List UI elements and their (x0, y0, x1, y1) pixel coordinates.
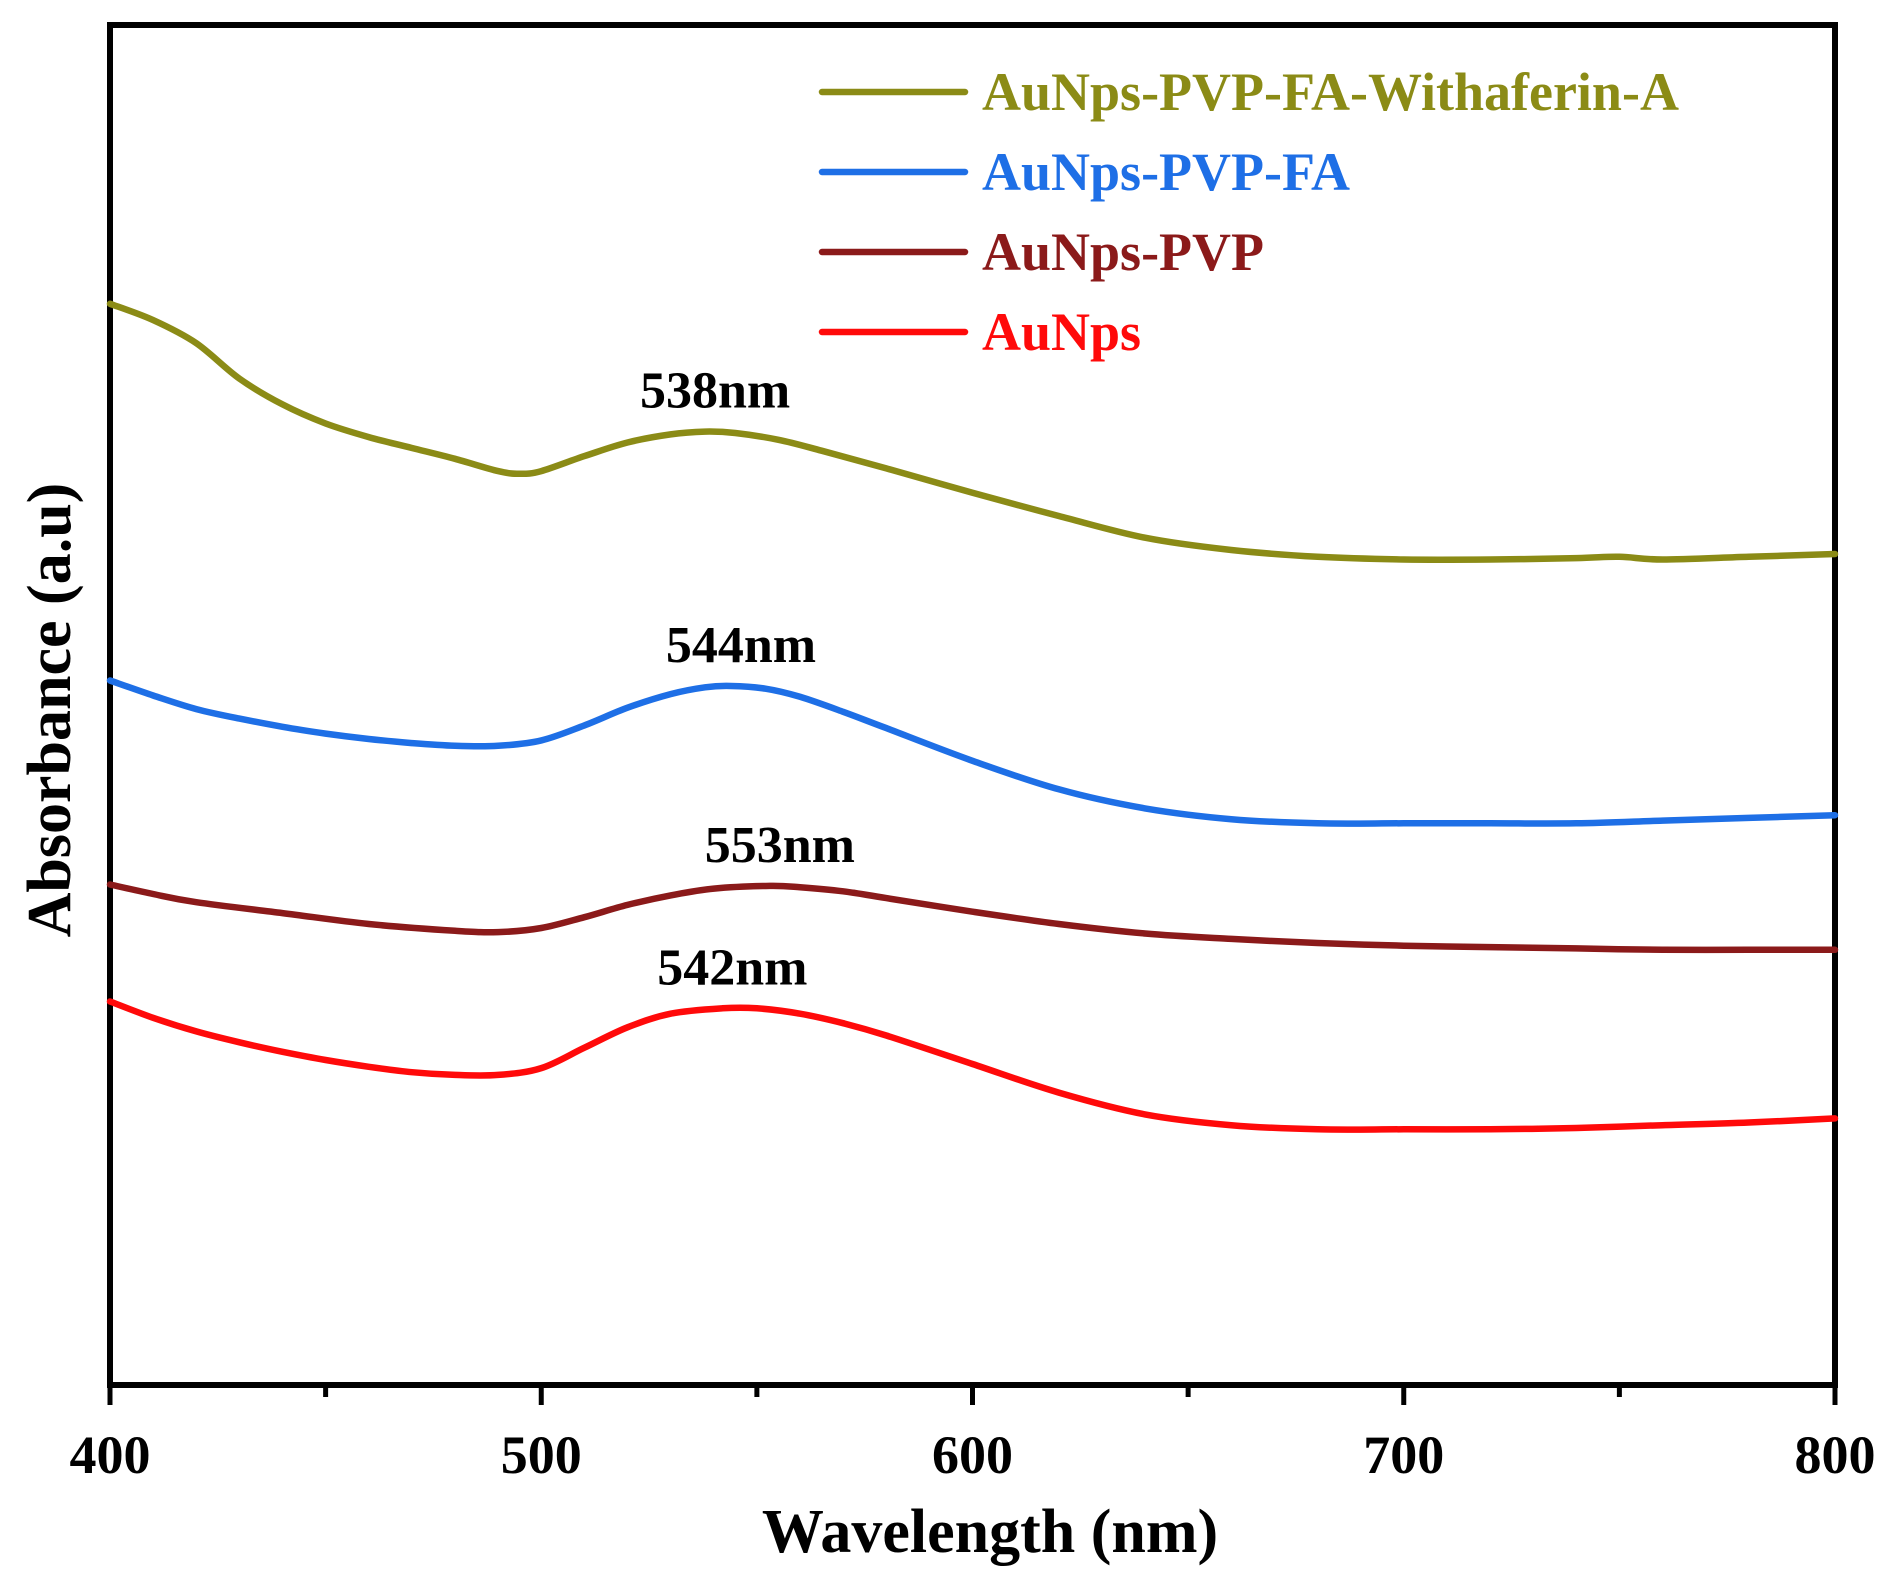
x-ticks: 400 500 600 700 800 (70, 1385, 1876, 1485)
series-line-aunps (106, 998, 1839, 1133)
series-line-aunps-pvp (106, 881, 1839, 954)
peak-annotations: 538nm 544nm 553nm 542nm (640, 363, 855, 997)
x-axis-title: Wavelength (nm) (762, 1498, 1218, 1566)
legend: AuNps-PVP-FA-Withaferin-A AuNps-PVP-FA AuN… (818, 62, 1679, 362)
x-tick-label: 600 (932, 1425, 1013, 1485)
peak-label: 542nm (657, 939, 807, 996)
x-tick-label: 500 (501, 1425, 582, 1485)
plot-frame (107, 22, 1838, 1388)
x-tick-label: 700 (1363, 1425, 1444, 1485)
peak-label: 544nm (666, 617, 816, 674)
series-layer (106, 300, 1839, 1133)
series-line-aunps-pvp-fa-withaferin-a (106, 300, 1839, 563)
legend-label-aunps-pvp: AuNps-PVP (982, 222, 1264, 282)
peak-label: 553nm (705, 817, 855, 874)
peak-label: 538nm (640, 363, 790, 420)
series-line-aunps-pvp-fa (106, 677, 1839, 827)
y-axis-title: Absorbance (a.u) (16, 483, 84, 938)
legend-label-aunps-pvp-fa: AuNps-PVP-FA (982, 142, 1350, 202)
x-tick-label: 800 (1795, 1425, 1876, 1485)
legend-label-aunps-pvp-fa-withaferin-a: AuNps-PVP-FA-Withaferin-A (982, 62, 1679, 122)
x-tick-label: 400 (70, 1425, 151, 1485)
legend-label-aunps: AuNps (982, 302, 1141, 362)
plot-area: 400 500 600 700 800 538nm 544nm 553nm 542nm (70, 22, 1876, 1485)
